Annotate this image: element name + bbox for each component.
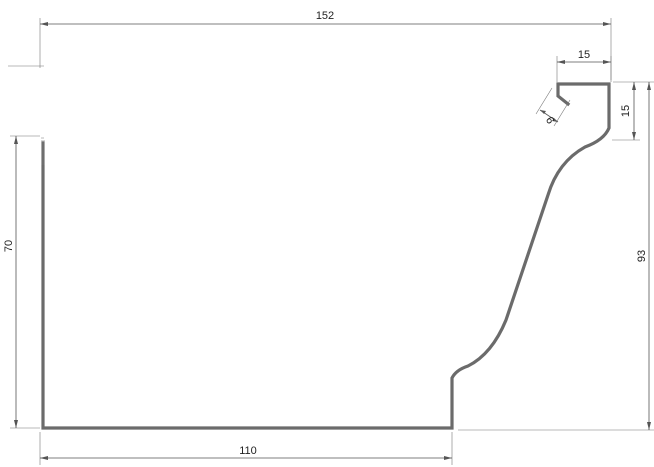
dimension-back-height-label: 70 — [3, 240, 15, 252]
dimension-bead-width-label: 15 — [578, 49, 590, 61]
dimension-front-height: 93 — [458, 81, 654, 431]
gutter-profile — [41, 82, 611, 430]
back-edge-hem — [41, 137, 45, 165]
dimension-lip-label: 6 — [543, 115, 556, 126]
dimension-front-height-label: 93 — [636, 250, 648, 262]
dimension-bead-width: 15 — [556, 49, 612, 82]
dimension-back-height: 70 — [3, 135, 40, 429]
dimension-bead-height-label: 15 — [620, 105, 632, 117]
dimension-bead-height: 15 — [612, 82, 640, 141]
dimension-overall-width: 152 — [8, 10, 612, 80]
dimension-base-width-label: 110 — [239, 445, 257, 457]
dimension-base-width: 110 — [39, 432, 453, 465]
dimension-lip: 6 — [535, 87, 571, 127]
dimension-overall-width-label: 152 — [316, 10, 334, 22]
